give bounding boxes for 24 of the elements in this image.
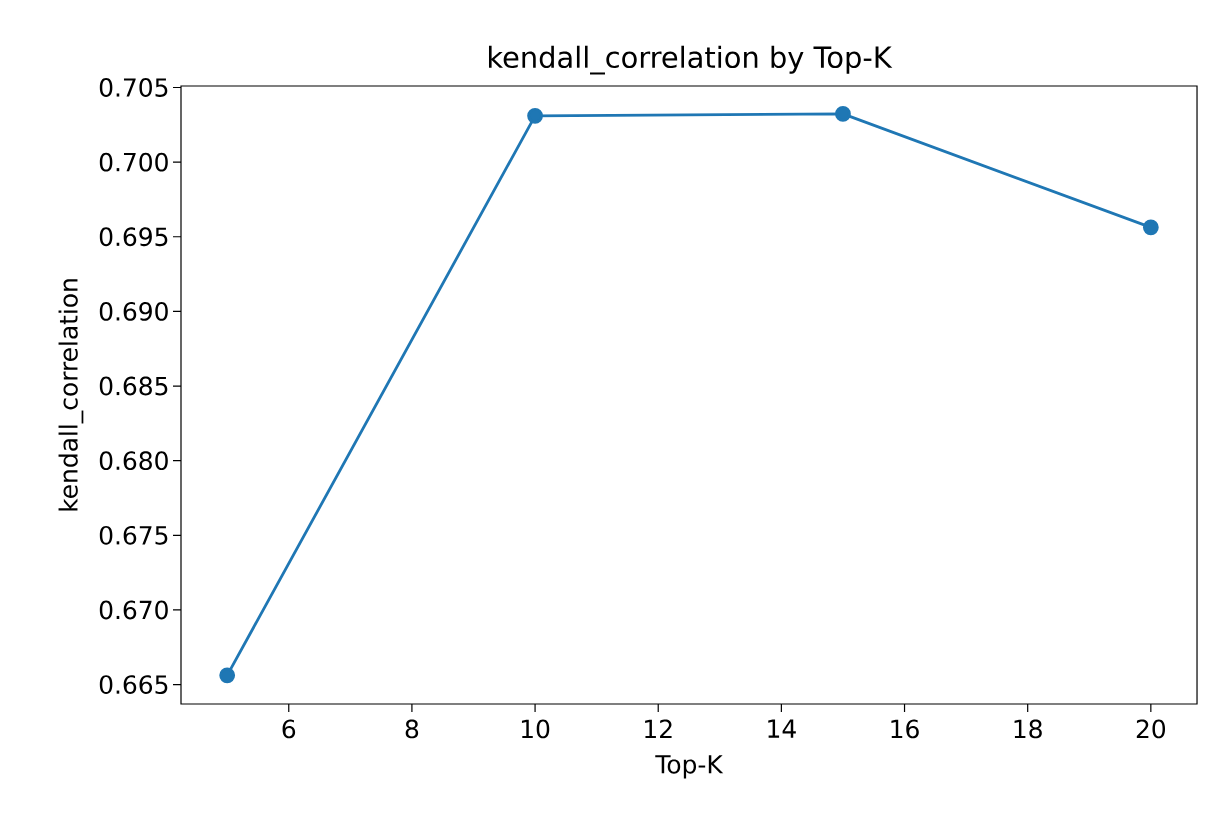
x-tick-label: 16 — [891, 719, 919, 739]
x-tick-label: 6 — [282, 719, 296, 739]
y-tick-label: 0.665 — [99, 675, 168, 695]
y-tick-label: 0.680 — [99, 451, 168, 471]
y-tick-label: 0.670 — [99, 600, 168, 620]
y-tick-label: 0.705 — [99, 78, 168, 97]
y-tick-label: 0.675 — [99, 525, 168, 545]
x-tick-label: 18 — [1014, 719, 1042, 739]
x-tick-label: 10 — [521, 719, 550, 739]
y-axis-title: kendall_correlation — [58, 279, 84, 511]
y-tick-label: 0.700 — [99, 152, 168, 172]
x-tick-label: 20 — [1136, 719, 1166, 739]
x-tick-label: 8 — [405, 719, 419, 739]
point — [219, 667, 236, 684]
x-tick-label: 12 — [645, 719, 672, 739]
point — [527, 107, 543, 124]
x-axis-title: Top-K — [655, 755, 724, 779]
chart-title: kendall_correlation by Top-K — [488, 45, 893, 75]
y-tick-label: 0.695 — [99, 227, 168, 247]
point — [835, 106, 851, 122]
point — [1142, 219, 1159, 236]
x-tick-label: 14 — [768, 719, 796, 738]
y-tick-label: 0.690 — [99, 301, 168, 321]
y-tick-label: 0.685 — [99, 376, 168, 396]
